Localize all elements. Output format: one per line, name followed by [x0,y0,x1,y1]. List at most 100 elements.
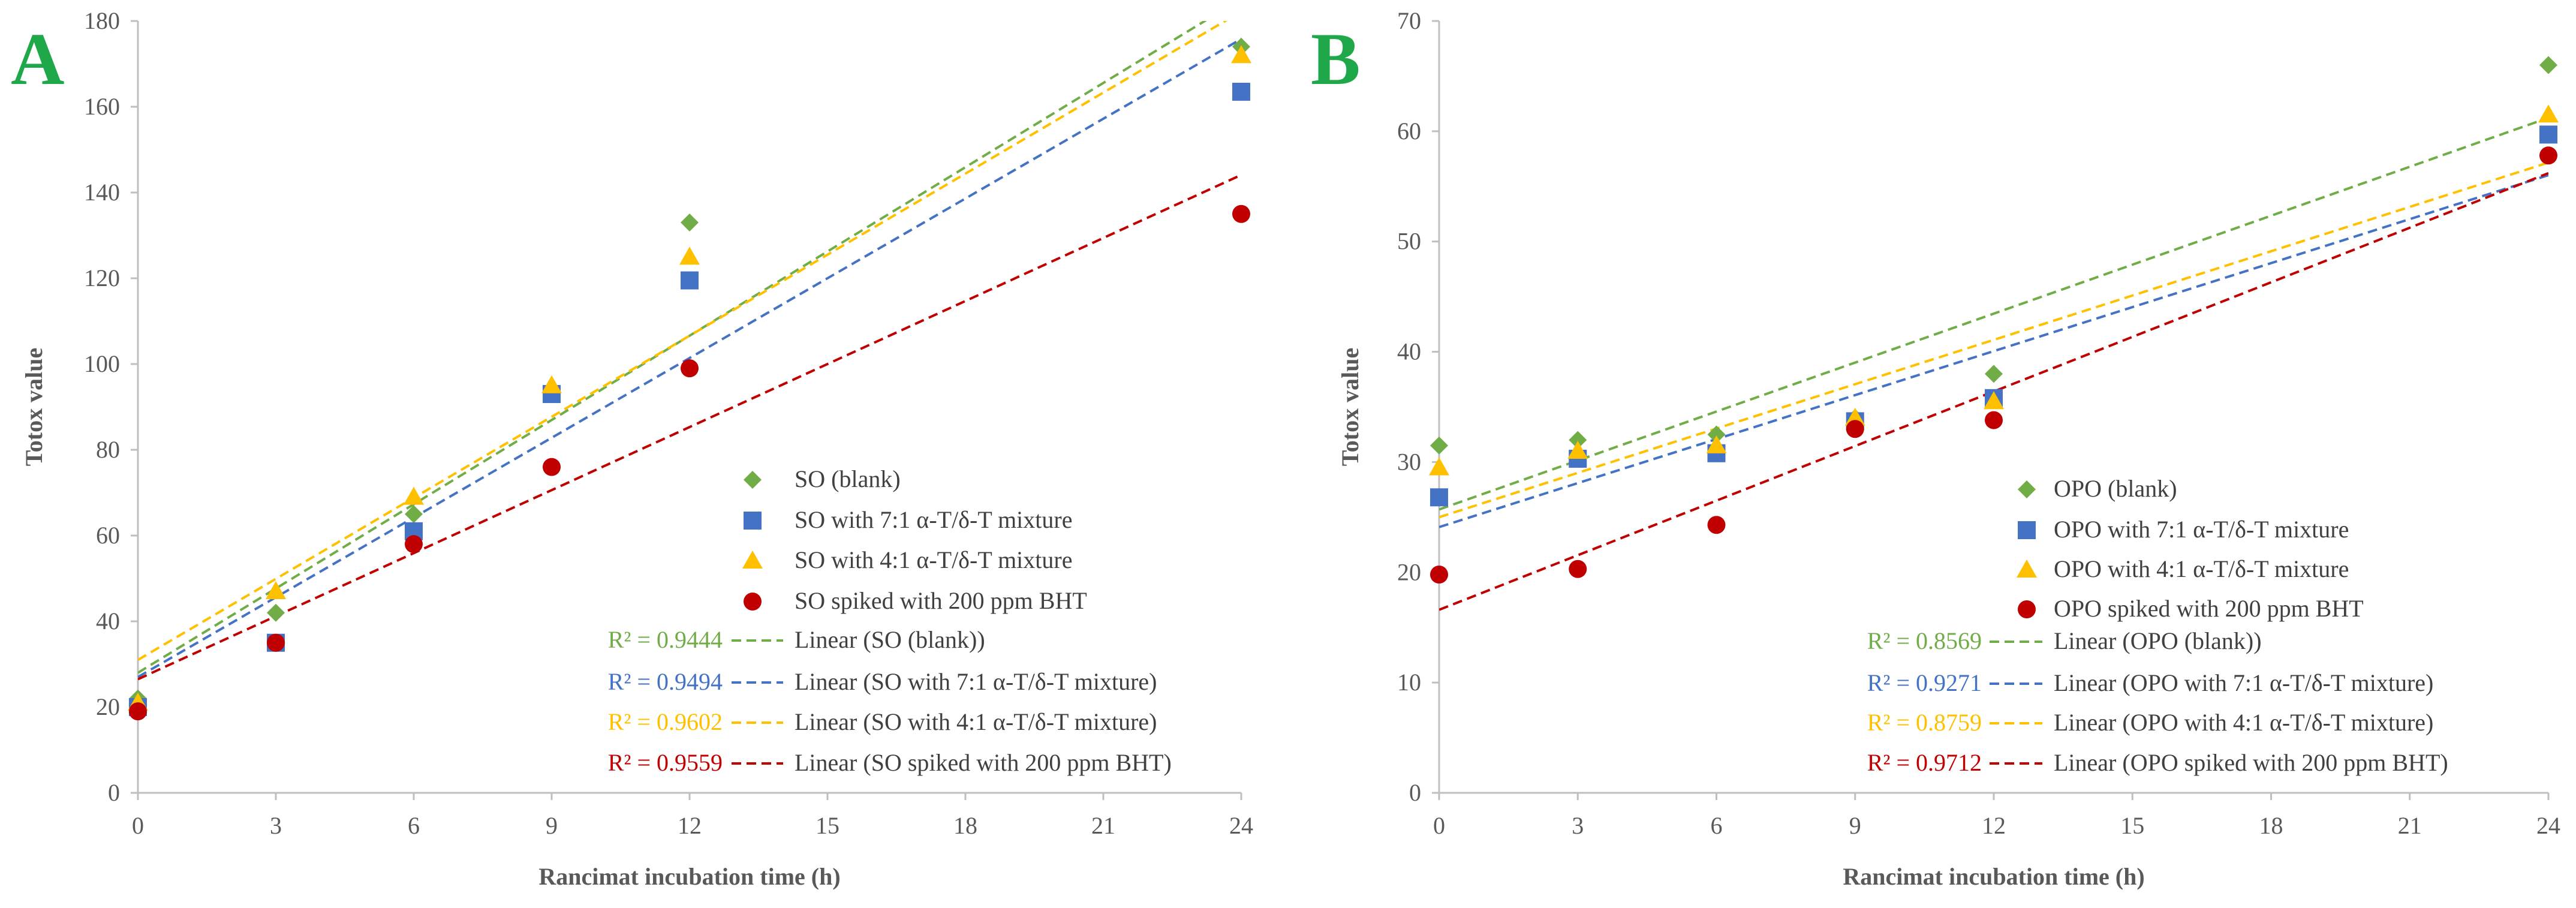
panel-a-point-s1-5 [1232,82,1250,101]
panel-b-legend-trend-label-1: Linear (OPO with 7:1 α-T/δ-T mixture) [2054,669,2433,696]
panel-b-point-s3-1 [1569,560,1587,578]
panel-b-legend: OPO (blank) OPO with 7:1 α-T/δ-T mixture O… [1867,475,2448,776]
panel-a-x-tick-label: 0 [132,812,144,839]
panel-b-y-tick-label: 40 [1397,338,1421,365]
panel-a-legend-marker-0 [744,471,762,489]
panel-a-trendline-3 [138,173,1241,681]
panel-b-y-tick-label: 50 [1397,228,1421,255]
panel-b-x-tick-label: 9 [1849,812,1861,839]
panel-a-trendline-1 [138,38,1241,678]
panel-b-legend-label-0: OPO (blank) [2054,475,2177,502]
panel-a-x-tick-label: 3 [270,812,282,839]
panel-b-legend-trend-label-0: Linear (OPO (blank)) [2054,627,2262,654]
panel-b-point-s3-4 [1985,411,2003,429]
panel-b-point-s1-5 [2539,125,2557,144]
panel-a-y-tick-label: 160 [84,93,120,120]
panel-b-point-s3-3 [1846,420,1864,438]
panel-a-y-axis-title: Totox value [20,348,47,466]
panel-a-x-tick-label: 24 [1229,812,1253,839]
panel-a-point-s2-2 [404,486,424,505]
panel-b-legend-trend-label-2: Linear (OPO with 4:1 α-T/δ-T mixture) [2054,709,2433,736]
panel-b-x-tick-label: 18 [2259,812,2283,839]
panel-b-legend-label-1: OPO with 7:1 α-T/δ-T mixture [2054,516,2349,543]
panel-a-y-tick-label: 40 [96,608,120,635]
panel-a-r2-label-2: R² = 0.9602 [608,708,723,735]
panel-a-r2-label-3: R² = 0.9559 [608,749,723,776]
panel-a-legend-marker-2 [742,551,763,569]
panel-a-point-s3-4 [681,359,699,378]
panel-a-trendline-0 [138,21,1207,674]
panel-a-y-tick-label: 100 [84,350,120,377]
panel-a-y-tick-label: 140 [84,179,120,206]
panel-b-point-s0-4 [1985,365,2003,383]
panel-a-point-s3-1 [267,633,285,652]
panel-b-x-tick-label: 21 [2398,812,2422,839]
panel-b-y-tick-label: 60 [1397,118,1421,145]
panel-b-legend-marker-0 [2018,480,2036,498]
panel-b-r2-label-3: R² = 0.9712 [1867,749,1982,776]
panel-a-point-s3-0 [129,702,147,721]
panel-b-y-tick-label: 10 [1397,669,1421,696]
panel-a-y-tick-label: 60 [96,522,120,549]
panel-a-point-s3-5 [1232,205,1250,223]
panel-b-label: B [1311,18,1361,100]
panel-b-x-tick-label: 12 [1982,812,2006,839]
panel-b-point-s2-3 [1844,407,1865,426]
panel-b-x-tick-label: 24 [2536,812,2560,839]
panel-b-point-s2-2 [1706,435,1727,453]
panel-a-y-tick-label: 80 [96,436,120,463]
panel-b-legend-trend-label-3: Linear (OPO spiked with 200 ppm BHT) [2054,749,2448,776]
panel-a-point-s0-1 [267,603,285,622]
panel-b-trendline-0 [1439,116,2548,511]
panel-b-legend-label-2: OPO with 4:1 α-T/δ-T mixture [2054,555,2349,582]
panel-a-legend-trend-label-2: Linear (SO with 4:1 α-T/δ-T mixture) [795,708,1157,735]
panel-a-trendline-2 [138,21,1228,662]
panel-b-legend-marker-3 [2018,600,2036,618]
panel-a-point-s3-2 [405,535,423,554]
panel-a-legend-marker-1 [744,512,762,530]
panel-b-x-tick-label: 15 [2120,812,2144,839]
panel-a-legend-trend-label-3: Linear (SO spiked with 200 ppm BHT) [795,749,1172,776]
panel-b-trendline-2 [1439,161,2548,519]
panel-b-point-s0-0 [1430,436,1448,455]
panel-a-legend: SO (blank) SO with 7:1 α-T/δ-T mixture SO … [608,465,1172,776]
panel-b-y-tick-label: 70 [1397,7,1421,34]
panel-a-legend-trend-label-0: Linear (SO (blank)) [795,626,985,653]
panel-b-r2-label-2: R² = 0.8759 [1867,709,1982,736]
panel-b-legend-marker-1 [2018,521,2036,539]
panel-a-point-s3-3 [543,458,561,476]
panel-a-point-s1-4 [681,271,699,290]
panel-a-y-tick-label: 120 [84,264,120,291]
panel-b-point-s2-0 [1429,457,1449,476]
panel-b-point-s2-5 [2538,104,2559,123]
panel-a-x-tick-label: 12 [678,812,702,839]
panel-b-trendline-3 [1439,172,2548,611]
panel-b-trendline-1 [1439,174,2548,528]
panel-a-label: A [11,18,65,100]
panel-a-y-tick-label: 180 [84,7,120,34]
panel-a-x-tick-label: 18 [953,812,977,839]
panel-a-chart: 0 20 40 60 80 100 120 140 160 180 0 3 6 9 12 15 18 21 24 Ra… [11,7,1253,890]
panel-a-x-tick-label: 6 [408,812,420,839]
panel-b-x-tick-label: 6 [1711,812,1723,839]
panel-b-legend-label-3: OPO spiked with 200 ppm BHT [2054,595,2364,622]
panel-a-point-s2-4 [679,246,700,265]
panel-b-y-tick-label: 30 [1397,448,1421,475]
panel-b-point-s1-0 [1430,488,1448,507]
panel-b-chart: 0 10 20 30 40 50 60 70 0 3 6 9 12 15 18 21 24 Rancimat in… [1311,7,2560,890]
panel-b-point-s0-2 [1707,425,1726,444]
panel-a-point-s2-3 [541,375,562,393]
panel-b-x-axis-title: Rancimat incubation time (h) [1843,863,2144,890]
panel-a-legend-marker-3 [744,593,762,611]
panel-a-x-axis-title: Rancimat incubation time (h) [538,863,840,890]
panel-b-point-s0-5 [2539,56,2557,74]
panel-b-r2-label-1: R² = 0.9271 [1867,669,1982,696]
panel-a-x-tick-label: 9 [546,812,558,839]
panel-a-legend-label-2: SO with 4:1 α-T/δ-T mixture [795,546,1072,573]
panel-a-legend-label-0: SO (blank) [795,465,901,492]
panel-a-point-s2-5 [1231,45,1251,64]
panel-b-y-tick-label: 0 [1409,779,1421,806]
panel-a-r2-label-0: R² = 0.9444 [608,626,723,653]
panel-a-point-s0-2 [405,505,423,524]
